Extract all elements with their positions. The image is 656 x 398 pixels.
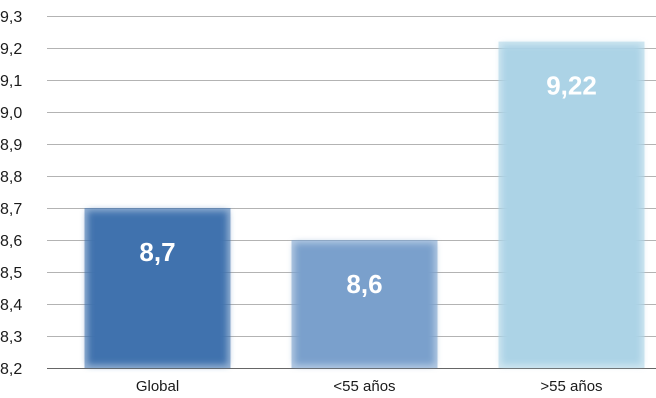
y-tick-label: 8,9 [0, 137, 22, 154]
bar-body [294, 243, 435, 365]
bars [84, 41, 645, 368]
y-tick-label: 9,1 [0, 73, 22, 90]
y-tick-label: 8,5 [0, 265, 22, 282]
y-tick-label: 8,7 [0, 201, 22, 218]
category-label: >55 años [540, 378, 602, 395]
bar [498, 41, 645, 368]
y-tick-label: 8,8 [0, 169, 22, 186]
y-tick-label: 9,3 [0, 9, 22, 26]
y-tick-label: 8,3 [0, 329, 22, 346]
x-axis-category-labels: Global <55 años >55 años [136, 378, 603, 395]
y-tick-label: 8,6 [0, 233, 22, 250]
y-tick-label: 9,2 [0, 41, 22, 58]
y-tick-label: 9,0 [0, 105, 22, 122]
data-label: 9,22 [546, 71, 597, 101]
data-label: 8,7 [139, 237, 175, 267]
category-label: <55 años [333, 378, 395, 395]
bar-body [87, 211, 228, 365]
bar [84, 208, 231, 368]
data-label: 8,6 [346, 269, 382, 299]
y-axis-tick-labels: 8,2 8,3 8,4 8,5 8,6 8,7 8,8 8,9 9,0 9,1 9,2 9,3 [0, 9, 22, 378]
bar [291, 240, 438, 368]
bar-body [501, 44, 642, 365]
y-tick-label: 8,2 [0, 361, 22, 378]
y-tick-label: 8,4 [0, 297, 22, 314]
category-label: Global [136, 378, 179, 395]
data-labels: 8,7 8,6 9,22 [139, 71, 596, 299]
